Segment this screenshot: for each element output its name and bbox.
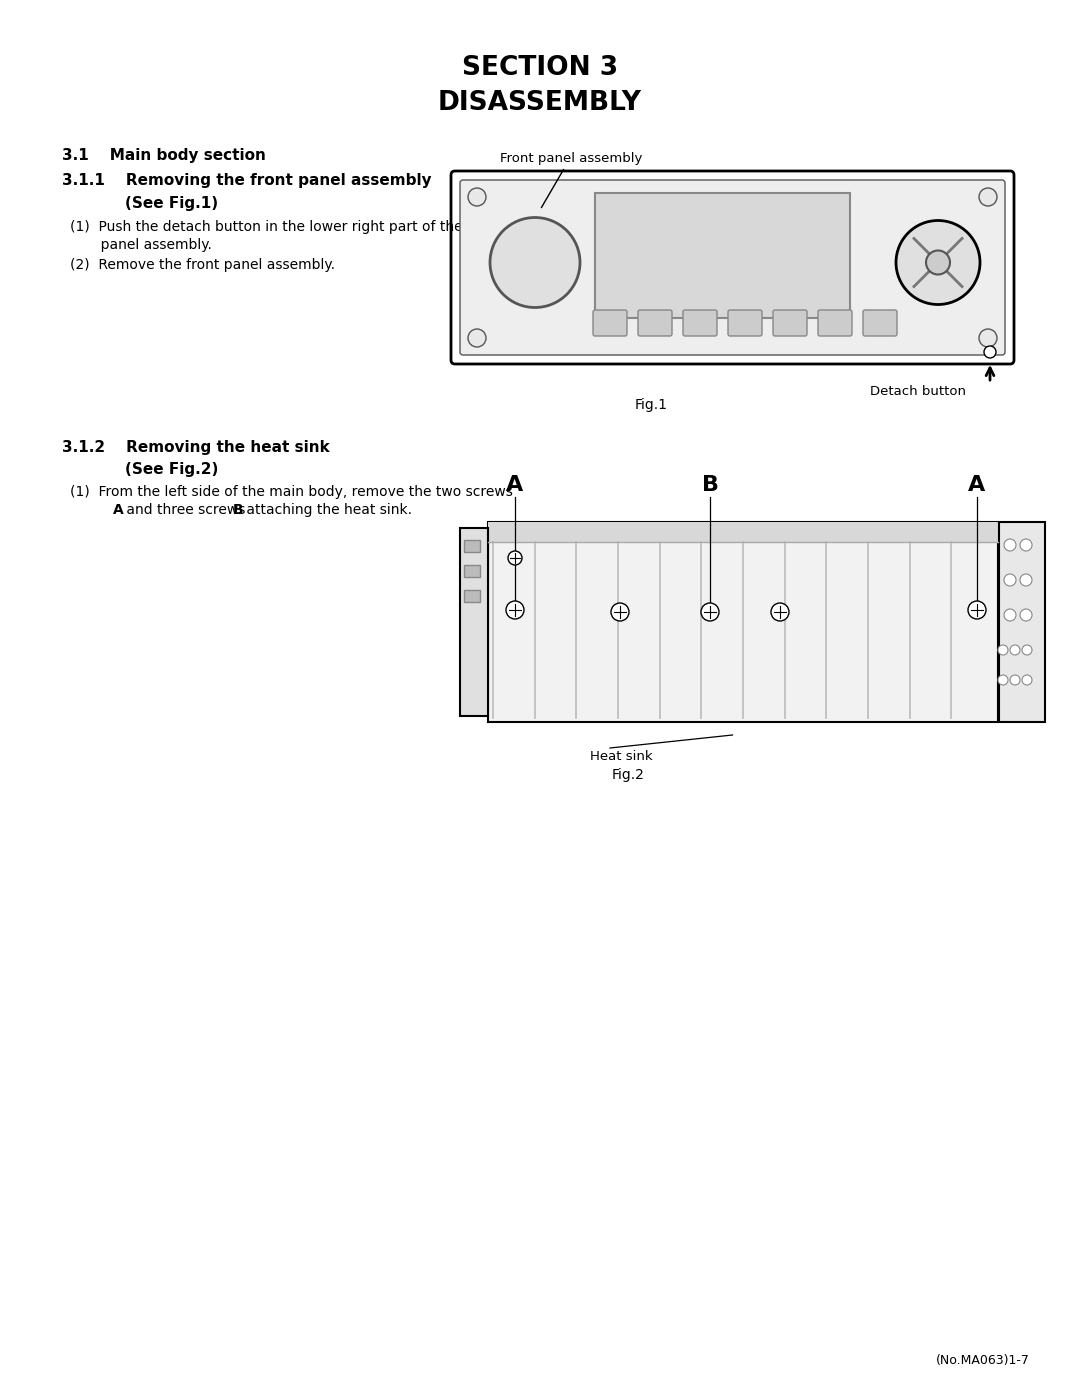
Circle shape xyxy=(505,232,565,292)
Circle shape xyxy=(1022,675,1032,685)
Circle shape xyxy=(507,601,524,619)
FancyBboxPatch shape xyxy=(451,170,1014,365)
Text: (2)  Remove the front panel assembly.: (2) Remove the front panel assembly. xyxy=(70,258,335,272)
Text: 3.1    Main body section: 3.1 Main body section xyxy=(62,148,266,163)
Circle shape xyxy=(978,189,997,205)
FancyBboxPatch shape xyxy=(683,310,717,337)
Text: (See Fig.2): (See Fig.2) xyxy=(62,462,218,476)
Text: A: A xyxy=(113,503,124,517)
Circle shape xyxy=(508,550,522,564)
Circle shape xyxy=(1020,609,1032,622)
Circle shape xyxy=(468,189,486,205)
Text: A: A xyxy=(507,475,524,495)
FancyBboxPatch shape xyxy=(728,310,762,337)
Circle shape xyxy=(984,346,996,358)
Text: attaching the heat sink.: attaching the heat sink. xyxy=(242,503,411,517)
Circle shape xyxy=(529,257,541,268)
Text: A: A xyxy=(969,475,986,495)
Text: Heat sink: Heat sink xyxy=(590,750,652,763)
Circle shape xyxy=(968,601,986,619)
Text: Front panel assembly: Front panel assembly xyxy=(500,152,643,165)
Bar xyxy=(999,522,1045,722)
Circle shape xyxy=(978,330,997,346)
Circle shape xyxy=(1004,539,1016,550)
Text: Fig.2: Fig.2 xyxy=(612,768,645,782)
FancyBboxPatch shape xyxy=(818,310,852,337)
Circle shape xyxy=(468,330,486,346)
Text: B: B xyxy=(233,503,244,517)
Text: (No.MA063)1-7: (No.MA063)1-7 xyxy=(936,1354,1030,1368)
FancyBboxPatch shape xyxy=(863,310,897,337)
Circle shape xyxy=(1022,645,1032,655)
Circle shape xyxy=(998,675,1008,685)
FancyBboxPatch shape xyxy=(595,193,850,319)
Text: (1)  Push the detach button in the lower right part of the front: (1) Push the detach button in the lower … xyxy=(70,219,500,235)
Text: B: B xyxy=(702,475,718,495)
Circle shape xyxy=(701,604,719,622)
Circle shape xyxy=(771,604,789,622)
Text: panel assembly.: panel assembly. xyxy=(70,237,212,251)
Bar xyxy=(460,528,488,717)
Bar xyxy=(464,541,480,552)
Bar xyxy=(464,564,480,577)
Text: (See Fig.1): (See Fig.1) xyxy=(62,196,218,211)
Text: 3.1.2    Removing the heat sink: 3.1.2 Removing the heat sink xyxy=(62,440,329,455)
Bar xyxy=(464,590,480,602)
Text: Detach button: Detach button xyxy=(870,386,966,398)
Circle shape xyxy=(490,218,580,307)
FancyBboxPatch shape xyxy=(460,180,1005,355)
Text: and three screws: and three screws xyxy=(122,503,249,517)
Circle shape xyxy=(1004,609,1016,622)
Circle shape xyxy=(1010,675,1020,685)
FancyBboxPatch shape xyxy=(638,310,672,337)
Text: DISASSEMBLY: DISASSEMBLY xyxy=(438,89,642,116)
Circle shape xyxy=(1004,574,1016,585)
Circle shape xyxy=(926,250,950,274)
Text: (1)  From the left side of the main body, remove the two screws: (1) From the left side of the main body,… xyxy=(70,485,513,499)
Circle shape xyxy=(1020,574,1032,585)
Bar xyxy=(488,522,998,722)
Circle shape xyxy=(611,604,629,622)
Circle shape xyxy=(896,221,980,305)
FancyBboxPatch shape xyxy=(773,310,807,337)
Circle shape xyxy=(521,249,549,277)
Circle shape xyxy=(998,645,1008,655)
Text: 3.1.1    Removing the front panel assembly: 3.1.1 Removing the front panel assembly xyxy=(62,173,432,189)
Circle shape xyxy=(1010,645,1020,655)
Bar xyxy=(488,522,998,542)
FancyBboxPatch shape xyxy=(593,310,627,337)
Text: Fig.1: Fig.1 xyxy=(635,398,669,412)
Circle shape xyxy=(1020,539,1032,550)
Text: SECTION 3: SECTION 3 xyxy=(462,54,618,81)
